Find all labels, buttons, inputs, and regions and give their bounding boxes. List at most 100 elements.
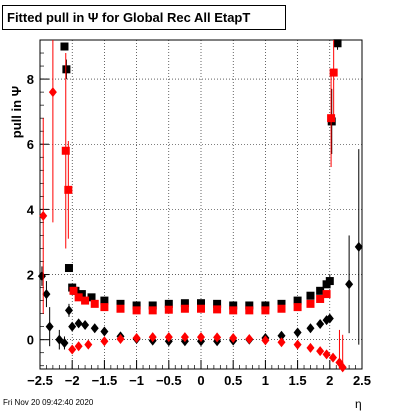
timestamp: Fri Nov 20 09:42:40 2020 <box>3 398 94 407</box>
y-tick-label: 8 <box>27 72 34 87</box>
data-point-square <box>61 146 70 155</box>
data-point-square <box>322 290 331 299</box>
data-point-diamond <box>39 210 48 221</box>
data-point-square <box>116 304 125 313</box>
data-point-diamond <box>354 241 363 252</box>
y-tick-label: 2 <box>27 268 34 283</box>
data-point-square <box>81 296 90 305</box>
x-tick-label: −1.5 <box>92 373 118 388</box>
series-3 <box>39 40 347 373</box>
data-point-diamond <box>148 332 157 343</box>
y-tick-label: 6 <box>27 137 34 152</box>
data-point-square <box>261 301 270 310</box>
series-1 <box>61 40 338 315</box>
data-point-diamond <box>345 279 354 290</box>
data-point-diamond <box>293 327 302 338</box>
x-tick-label: 2.5 <box>353 373 371 388</box>
data-point-diamond <box>277 337 286 348</box>
data-point-diamond <box>306 323 315 334</box>
x-tick-label: 0 <box>197 373 204 388</box>
x-tick-label: 1 <box>262 373 269 388</box>
data-point-diamond <box>316 346 325 357</box>
x-tick-label: −1 <box>129 373 144 388</box>
y-axis-label: pull in Ψ <box>9 86 24 138</box>
data-point-diamond <box>64 305 73 316</box>
data-point-square <box>100 303 109 312</box>
data-point-diamond <box>81 320 90 331</box>
data-point-square <box>293 296 302 305</box>
data-point-square <box>306 299 315 308</box>
data-point-square <box>261 306 270 315</box>
data-point-square <box>69 286 78 295</box>
data-point-diamond <box>197 332 205 343</box>
y-tick-label: 0 <box>27 333 34 348</box>
data-point-square <box>148 301 157 310</box>
data-point-diamond <box>229 333 238 344</box>
data-point-square <box>293 303 302 312</box>
data-point-diamond <box>306 342 315 353</box>
data-point-square <box>180 299 189 308</box>
data-point-diamond <box>338 362 347 373</box>
data-point-diamond <box>325 313 334 324</box>
x-tick-label: −2.5 <box>27 373 53 388</box>
data-point-square <box>316 286 325 295</box>
data-point-square <box>333 39 342 48</box>
data-point-square <box>132 301 141 310</box>
data-point-square <box>90 299 99 308</box>
data-point-diamond <box>277 330 286 341</box>
data-point-square <box>132 306 141 315</box>
data-point-diamond <box>132 333 141 344</box>
x-tick-label: 2 <box>326 373 333 388</box>
data-point-square <box>74 293 83 302</box>
data-point-square <box>87 293 96 302</box>
data-point-diamond <box>293 339 302 350</box>
data-point-diamond <box>100 336 109 347</box>
data-point-square <box>277 304 286 313</box>
data-point-square <box>325 277 334 286</box>
data-point-square <box>327 114 336 123</box>
data-point-diamond <box>74 318 83 329</box>
data-point-square <box>64 185 73 194</box>
data-point-diamond <box>329 352 338 363</box>
x-tick-label: −2 <box>65 373 80 388</box>
data-point-diamond <box>213 332 222 343</box>
data-point-square <box>64 264 73 273</box>
data-point-diamond <box>100 326 109 337</box>
data-point-square <box>148 306 157 315</box>
data-point-square <box>62 65 71 74</box>
x-tick-label: 1.5 <box>289 373 307 388</box>
data-point-diamond <box>48 87 57 98</box>
data-point-diamond <box>316 319 325 330</box>
data-point-square <box>245 306 254 315</box>
data-point-diamond <box>322 349 331 360</box>
axis-tick-labels: −2.5 −2 −1.5 −1 −0.5 0 0.5 1 1.5 2 2.5 0 2 4 6 8 <box>27 72 371 388</box>
data-point-square <box>306 291 315 300</box>
data-point-square <box>180 304 189 313</box>
data-point-square <box>213 299 222 308</box>
data-point-square <box>197 304 205 313</box>
data-point-square <box>229 301 238 310</box>
data-point-diamond <box>45 321 54 332</box>
data-point-diamond <box>84 339 93 350</box>
data-point-diamond <box>68 344 77 355</box>
data-point-square <box>164 305 173 314</box>
data-point-diamond <box>180 332 189 343</box>
data-point-diamond <box>42 289 51 300</box>
data-marks <box>37 39 363 373</box>
data-point-diamond <box>261 335 270 346</box>
x-tick-label: −0.5 <box>156 373 182 388</box>
data-point-square <box>316 294 325 303</box>
axis-ticks <box>39 52 363 369</box>
data-point-diamond <box>60 337 69 348</box>
data-point-square <box>100 296 109 305</box>
data-point-diamond <box>90 323 99 334</box>
y-tick-label: 4 <box>27 202 35 217</box>
data-point-square <box>329 68 338 77</box>
data-point-diamond <box>74 341 83 352</box>
grid <box>40 40 362 369</box>
data-point-square <box>197 299 205 308</box>
data-point-diamond <box>68 321 77 332</box>
data-point-square <box>60 42 69 51</box>
data-point-diamond <box>245 334 254 345</box>
